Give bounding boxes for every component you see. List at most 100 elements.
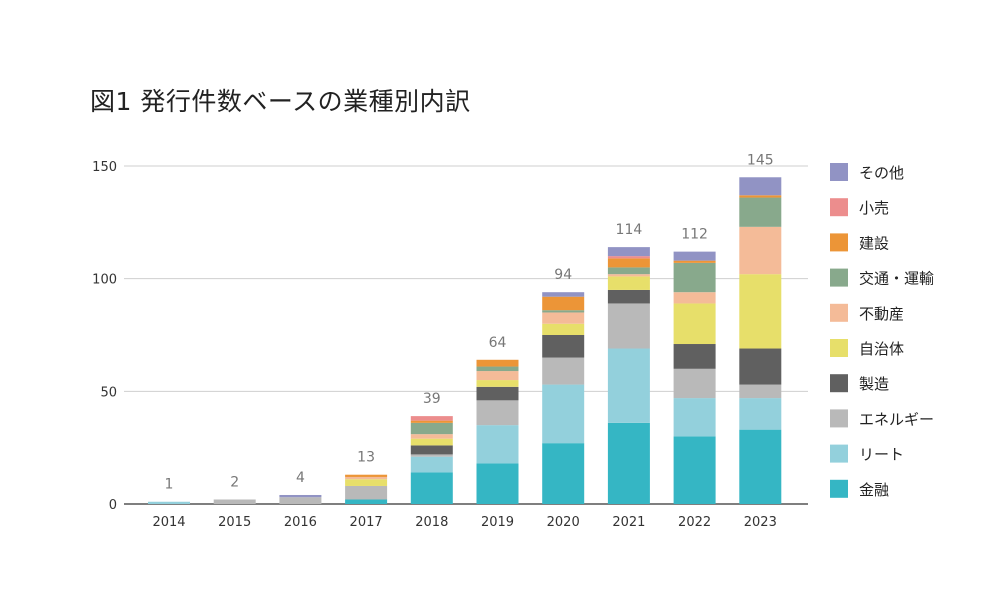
bar-segment — [476, 366, 519, 372]
total-label: 114 — [616, 222, 643, 238]
x-tick-label: 2022 — [678, 515, 711, 530]
legend-swatch — [830, 444, 848, 463]
bar-segment — [739, 195, 782, 198]
total-label: 2 — [230, 474, 239, 490]
legend-swatch — [830, 303, 848, 322]
bar-segment — [542, 335, 585, 358]
bar-segment — [476, 400, 519, 426]
bar-segment — [542, 443, 585, 504]
bar-segment — [607, 422, 650, 504]
bar-segment — [279, 497, 322, 504]
legend-label: エネルギー — [859, 410, 934, 428]
x-tick-label: 2016 — [284, 515, 317, 530]
x-tick-label: 2019 — [481, 515, 514, 530]
total-label: 4 — [296, 470, 305, 486]
bar-segment — [213, 499, 256, 504]
bar-segment — [542, 384, 585, 444]
x-tick-label: 2017 — [350, 515, 383, 530]
bar-segment — [739, 429, 782, 504]
total-label: 64 — [489, 335, 507, 351]
bar-segment — [673, 260, 716, 263]
bar-segment — [542, 323, 585, 335]
bar-segment — [607, 267, 650, 275]
bar-segment — [542, 296, 585, 311]
bar-segment — [410, 422, 453, 435]
bar-segment — [607, 289, 650, 304]
legend-label: その他 — [859, 164, 904, 182]
x-tick-label: 2023 — [744, 515, 777, 530]
bar-segment — [542, 310, 585, 313]
legend-label: 建設 — [859, 234, 889, 252]
legend-swatch — [830, 479, 848, 498]
labels: 0 50 100 150 2014 1 2015 2 2016 4 2017 13 2018 39 2019… — [92, 152, 777, 530]
bar-segment — [476, 380, 519, 387]
bar-segment — [410, 434, 453, 439]
legend-swatch — [830, 339, 848, 357]
bar-segment — [345, 474, 388, 477]
total-label: 1 — [165, 477, 174, 493]
bar-segment — [673, 344, 716, 369]
bar-segment — [476, 386, 519, 401]
bar-segment — [345, 476, 388, 480]
bar-segment — [739, 197, 782, 227]
total-label: 39 — [423, 391, 441, 407]
y-tick-label: 100 — [92, 273, 117, 288]
legend-swatch — [830, 163, 848, 181]
x-tick-label: 2014 — [152, 515, 185, 530]
bar-segment — [410, 472, 453, 504]
bar-segment — [410, 416, 453, 421]
chart-title: 図1 発行件数ベースの業種別内訳 — [90, 87, 471, 116]
bar-segment — [607, 274, 650, 277]
bar-segment — [607, 258, 650, 268]
bar-segment — [739, 398, 782, 430]
legend-label: リート — [859, 446, 904, 464]
y-tick-label: 0 — [109, 498, 117, 513]
legend-label: 小売 — [859, 199, 889, 217]
bar-segment — [542, 312, 585, 324]
bar-segment — [279, 494, 322, 498]
bar-segment — [739, 348, 782, 385]
legend-label: 不動産 — [859, 305, 904, 323]
bar-segment — [673, 303, 716, 345]
total-label: 94 — [554, 267, 572, 283]
bar-segment — [542, 292, 585, 297]
bar-segment — [607, 348, 650, 423]
bar-segment — [410, 438, 453, 446]
bar-segment — [607, 276, 650, 290]
legend-label: 自治体 — [859, 340, 904, 358]
bar-segment — [739, 177, 782, 196]
bar-segment — [673, 436, 716, 504]
y-tick-label: 50 — [100, 385, 117, 400]
legend-swatch — [830, 374, 848, 393]
bar-segment — [673, 262, 716, 293]
bar-segment — [410, 420, 453, 423]
legend-swatch — [830, 233, 848, 252]
legend-label: 交通・運輸 — [859, 270, 934, 288]
bar-segment — [542, 357, 585, 385]
total-label: 145 — [747, 152, 774, 168]
bar-segment — [673, 251, 716, 261]
bar-segment — [607, 247, 650, 257]
bar-segment — [739, 274, 782, 349]
bar-segment — [607, 256, 650, 259]
bar-segment — [476, 371, 519, 381]
bar-segment — [476, 463, 519, 504]
bar-segment — [345, 499, 388, 504]
bar-segment — [607, 303, 650, 349]
x-tick-label: 2015 — [218, 515, 251, 530]
bar-segment — [410, 456, 453, 473]
bar-segment — [673, 368, 716, 399]
bar-segment — [410, 445, 453, 455]
bar-segment — [345, 479, 388, 486]
x-tick-label: 2021 — [612, 515, 645, 530]
bar-segment — [673, 292, 716, 304]
total-label: 112 — [681, 227, 708, 243]
y-tick-label: 150 — [92, 160, 117, 175]
bar-segment — [476, 425, 519, 464]
legend-label: 製造 — [859, 375, 889, 393]
bar-segment — [739, 384, 782, 399]
bar-segment — [476, 359, 519, 367]
legend-label: 金融 — [859, 481, 889, 499]
